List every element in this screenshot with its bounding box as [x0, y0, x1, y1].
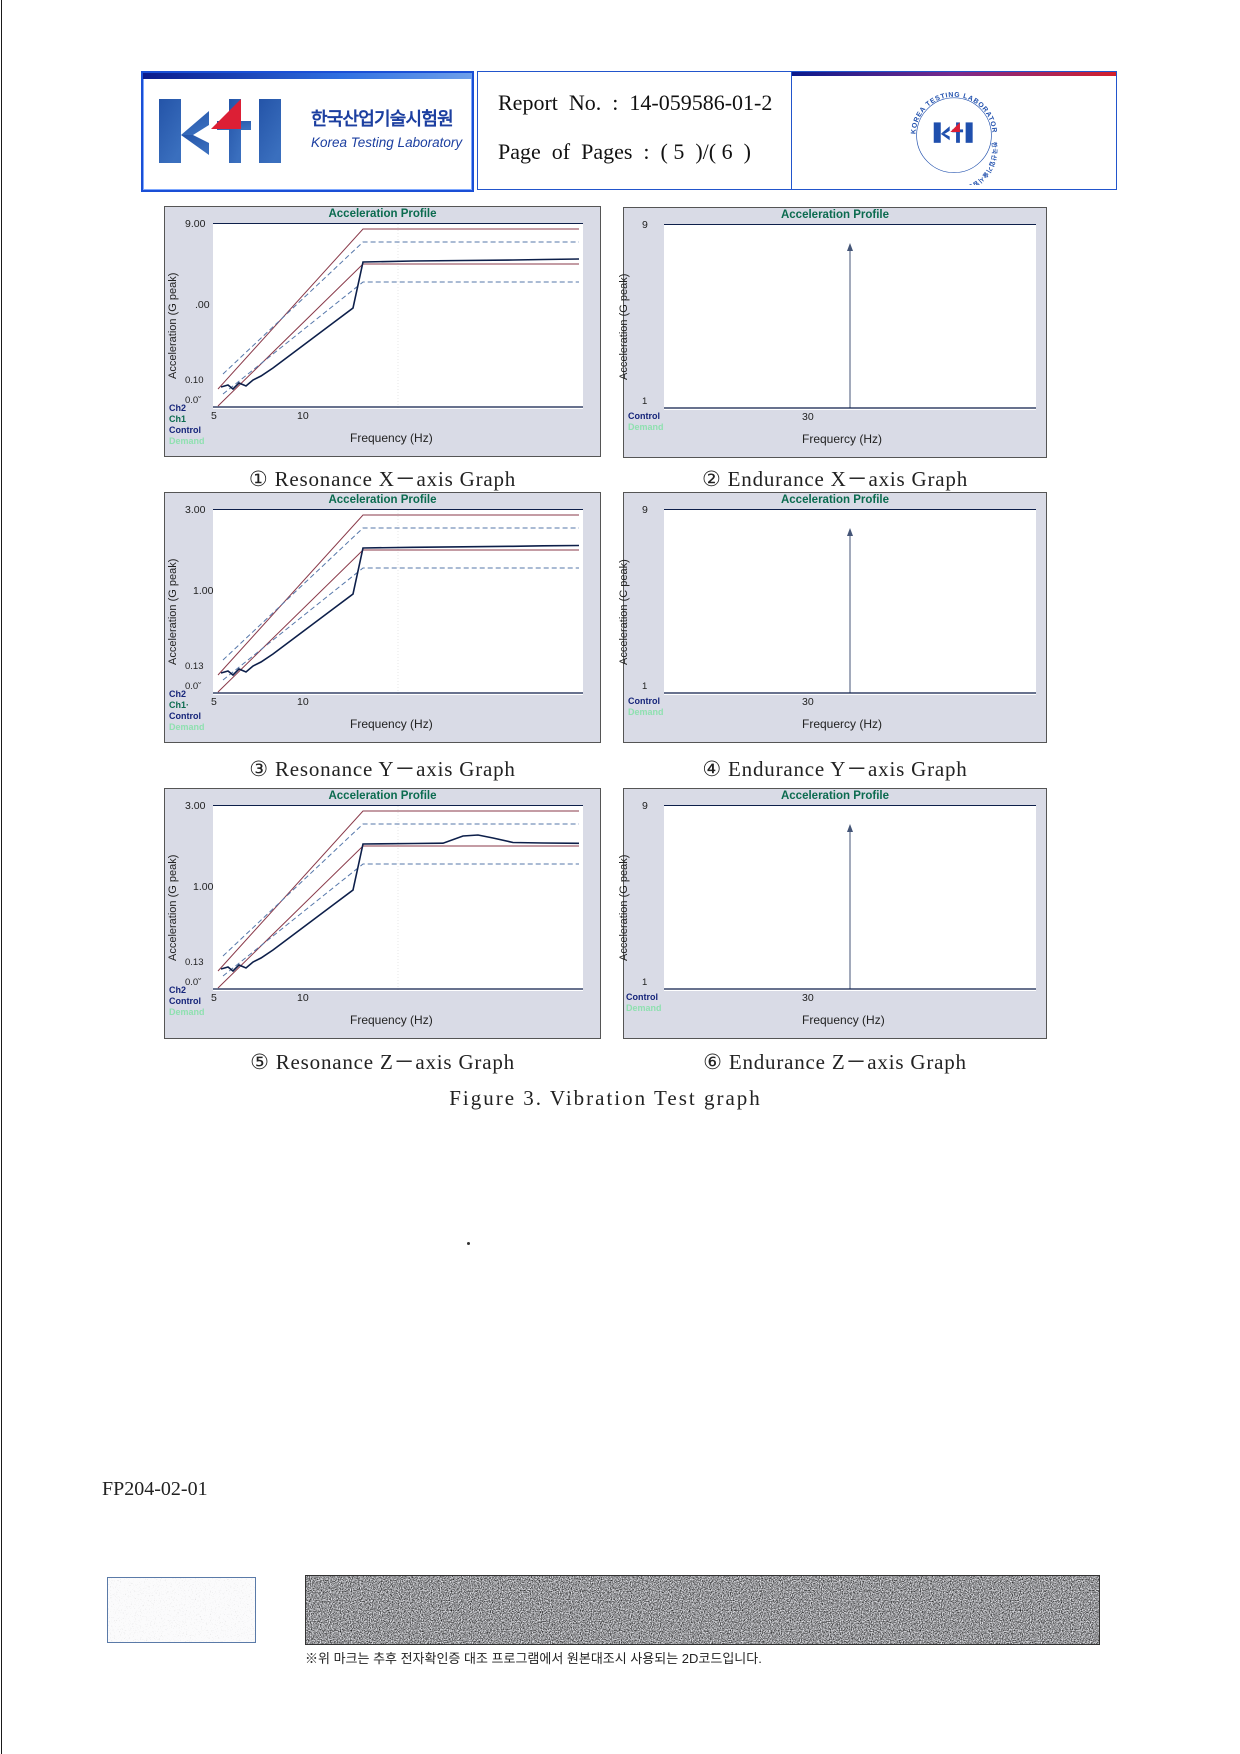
svg-text:한국산업기술시험원: 한국산업기술시험원 [966, 142, 999, 185]
svg-text:KOREA TESTING LABORATORY: KOREA TESTING LABORATORY [899, 80, 998, 134]
